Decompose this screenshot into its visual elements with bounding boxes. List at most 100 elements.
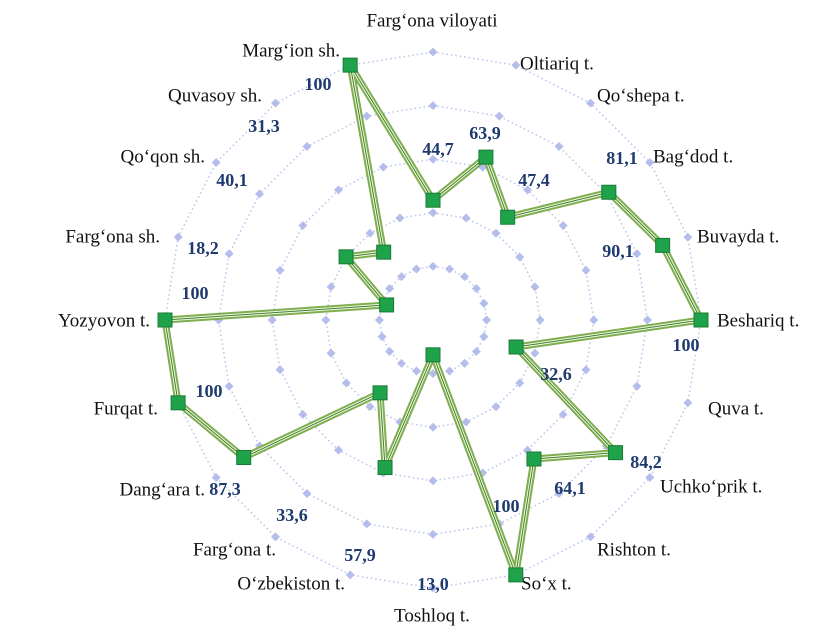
- grid-diamond: [482, 315, 492, 325]
- grid-diamond: [558, 410, 568, 420]
- data-label: 90,1: [602, 241, 634, 261]
- grid-diamond: [445, 366, 455, 376]
- category-label: Qo‘qon sh.: [121, 146, 205, 167]
- data-label: 40,1: [216, 170, 248, 190]
- grid-diamond: [298, 410, 308, 420]
- grid-ring: [271, 158, 595, 482]
- grid-diamond: [270, 98, 280, 108]
- grid-diamond: [255, 189, 265, 199]
- data-label: 100: [196, 381, 223, 401]
- grid-diamond: [224, 381, 234, 391]
- grid-diamond: [224, 249, 234, 259]
- category-label: Toshloq t.: [394, 605, 470, 626]
- grid-diamond: [554, 488, 564, 498]
- grid-diamond: [341, 378, 351, 388]
- grid-diamond: [428, 261, 438, 271]
- grid-diamond: [645, 157, 655, 167]
- marker: [338, 249, 354, 265]
- grid-diamond: [428, 47, 438, 57]
- grid-diamond: [428, 583, 438, 593]
- grid-diamond: [428, 154, 438, 164]
- grid-diamond: [365, 228, 375, 238]
- grid-diamond: [428, 476, 438, 486]
- grid-diamond: [298, 220, 308, 230]
- data-label: 33,6: [276, 505, 308, 525]
- marker: [377, 460, 393, 476]
- category-label: Dang‘ara t.: [120, 479, 205, 500]
- grid-ring: [164, 51, 702, 589]
- grid-diamond: [479, 332, 489, 342]
- grid-diamond: [642, 315, 652, 325]
- grid-diamond: [491, 402, 501, 412]
- marker: [342, 57, 358, 73]
- grid-diamond: [683, 398, 693, 408]
- grid-diamond: [267, 315, 277, 325]
- grid-diamond: [395, 213, 405, 223]
- data-label: 31,3: [248, 116, 280, 136]
- grid-diamond: [302, 142, 312, 152]
- grid-diamond: [558, 220, 568, 230]
- grid-diamond: [479, 298, 489, 308]
- grid-diamond: [589, 315, 599, 325]
- grid-diamond: [511, 60, 521, 70]
- data-label: 47,4: [518, 170, 550, 190]
- data-label: 100: [673, 335, 700, 355]
- marker: [170, 395, 186, 411]
- category-label: Rishton t.: [597, 539, 671, 560]
- grid-diamond: [515, 378, 525, 388]
- grid-diamond: [461, 213, 471, 223]
- grid-diamond: [374, 315, 384, 325]
- category-label: O‘zbekiston t.: [237, 573, 345, 594]
- data-label: 81,1: [606, 148, 638, 168]
- marker: [376, 244, 392, 260]
- grid-diamond: [275, 365, 285, 375]
- category-label: Yozyovon t.: [58, 310, 150, 331]
- grid-diamond: [378, 162, 388, 172]
- marker: [693, 312, 709, 328]
- grid-diamond: [581, 365, 591, 375]
- grid-diamond: [411, 264, 421, 274]
- marker: [425, 192, 441, 208]
- marker: [379, 297, 395, 313]
- data-label: 87,3: [209, 479, 241, 499]
- marker: [478, 149, 494, 165]
- marker: [526, 451, 542, 467]
- grid-diamond: [428, 101, 438, 111]
- category-label: Beshariq t.: [717, 310, 799, 331]
- grid-diamond: [385, 283, 395, 293]
- grid-diamond: [523, 185, 533, 195]
- category-label: Marg‘ion sh.: [242, 40, 340, 61]
- grid-diamond: [333, 445, 343, 455]
- grid-diamond: [471, 283, 481, 293]
- data-label: 100: [305, 74, 332, 94]
- data-label: 57,9: [344, 545, 376, 565]
- grid-diamond: [530, 282, 540, 292]
- marker: [508, 339, 524, 355]
- marker: [157, 312, 173, 328]
- grid-diamond: [581, 265, 591, 275]
- category-label: Qo‘shepa t.: [597, 85, 685, 106]
- marker: [372, 385, 388, 401]
- grid-diamond: [211, 157, 221, 167]
- grid-diamond: [396, 272, 406, 282]
- grid-diamond: [683, 232, 693, 242]
- grid-diamond: [632, 381, 642, 391]
- grid-diamond: [362, 111, 372, 121]
- grid-diamond: [411, 366, 421, 376]
- data-label: 84,2: [630, 452, 662, 472]
- grid-diamond: [554, 142, 564, 152]
- data-label: 100: [493, 496, 520, 516]
- grid-ring: [325, 212, 541, 428]
- marker: [608, 445, 624, 461]
- grid-diamond: [471, 347, 481, 357]
- grid-diamond: [211, 473, 221, 483]
- grid-diamond: [270, 532, 280, 542]
- grid-diamond: [365, 402, 375, 412]
- grid-ring: [217, 104, 649, 536]
- data-label: 63,9: [469, 123, 501, 143]
- grid-diamond: [321, 315, 331, 325]
- grid-diamond: [396, 358, 406, 368]
- grid-diamond: [302, 488, 312, 498]
- grid-diamond: [586, 98, 596, 108]
